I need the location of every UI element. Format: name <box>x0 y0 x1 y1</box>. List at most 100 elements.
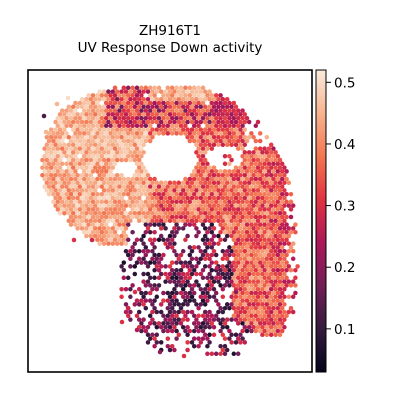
spot <box>44 180 50 186</box>
spot <box>220 180 226 186</box>
spot <box>114 134 120 140</box>
spot <box>68 115 74 121</box>
spot <box>119 233 124 239</box>
spot <box>262 199 267 205</box>
spot <box>130 191 135 197</box>
spot <box>75 150 80 155</box>
spot <box>200 298 206 303</box>
spot <box>238 279 243 284</box>
spot <box>229 271 234 277</box>
spot <box>130 245 135 250</box>
spot <box>249 222 254 227</box>
spot <box>139 138 144 144</box>
spot <box>205 283 210 288</box>
spot <box>66 210 72 216</box>
spot <box>271 146 276 151</box>
spot <box>103 169 109 174</box>
spot <box>139 131 144 136</box>
spot <box>95 214 100 220</box>
spot <box>103 229 109 235</box>
spot <box>255 150 261 155</box>
spot <box>132 127 138 132</box>
spot <box>183 207 188 212</box>
spot <box>220 317 226 322</box>
spot <box>55 199 61 205</box>
spot <box>216 142 221 148</box>
spot <box>130 85 135 91</box>
spot <box>264 218 270 224</box>
spot <box>235 305 241 311</box>
spot <box>209 169 215 174</box>
spot <box>262 176 267 182</box>
spot <box>181 353 187 359</box>
spot <box>218 191 223 197</box>
spot <box>154 324 160 330</box>
spot <box>238 119 243 125</box>
spot <box>222 153 228 159</box>
spot <box>185 180 190 186</box>
spot <box>134 260 140 265</box>
spot <box>178 131 184 136</box>
spot <box>275 252 281 258</box>
spot <box>284 169 289 174</box>
spot <box>99 93 105 98</box>
spot <box>220 96 226 102</box>
spot <box>88 210 94 216</box>
spot <box>172 119 177 125</box>
spot <box>222 222 228 227</box>
spot <box>246 324 252 330</box>
spot <box>200 93 206 98</box>
spot <box>136 165 142 170</box>
spot <box>167 309 173 315</box>
spot <box>165 199 171 205</box>
spot <box>198 218 204 224</box>
spot <box>244 229 250 235</box>
spot <box>143 290 149 296</box>
spot <box>240 336 245 341</box>
spot <box>189 286 195 292</box>
spot <box>97 218 102 224</box>
spot <box>240 267 245 273</box>
spot <box>68 138 74 144</box>
spot <box>123 233 129 239</box>
spot <box>264 203 270 208</box>
spot <box>134 85 140 91</box>
spot <box>277 271 283 277</box>
spot <box>246 286 252 292</box>
spot <box>218 351 223 357</box>
spot <box>169 131 175 136</box>
spot <box>77 138 83 144</box>
spot <box>227 184 232 189</box>
spot <box>44 165 50 170</box>
spot <box>125 252 131 258</box>
spot <box>152 245 157 250</box>
spot <box>279 184 285 189</box>
spot <box>194 142 199 148</box>
spot <box>132 210 138 216</box>
spot <box>130 138 135 144</box>
spot <box>202 218 208 224</box>
spot <box>187 290 193 296</box>
spot <box>158 180 164 186</box>
spot <box>198 248 204 254</box>
spot <box>95 153 100 159</box>
spot <box>231 138 237 144</box>
spot <box>209 184 215 189</box>
spot <box>273 210 278 216</box>
spot <box>84 150 89 155</box>
spot <box>134 191 140 197</box>
spot <box>101 180 107 186</box>
spot <box>224 142 230 148</box>
spot <box>282 180 287 186</box>
spot <box>44 134 50 140</box>
spot <box>194 104 199 110</box>
spot <box>275 214 281 220</box>
spot <box>189 210 195 216</box>
spot <box>218 169 223 174</box>
spot <box>81 161 87 167</box>
spot <box>246 180 252 186</box>
spot <box>167 218 173 224</box>
spot <box>233 104 239 110</box>
spot <box>227 153 232 159</box>
spot <box>97 203 102 208</box>
